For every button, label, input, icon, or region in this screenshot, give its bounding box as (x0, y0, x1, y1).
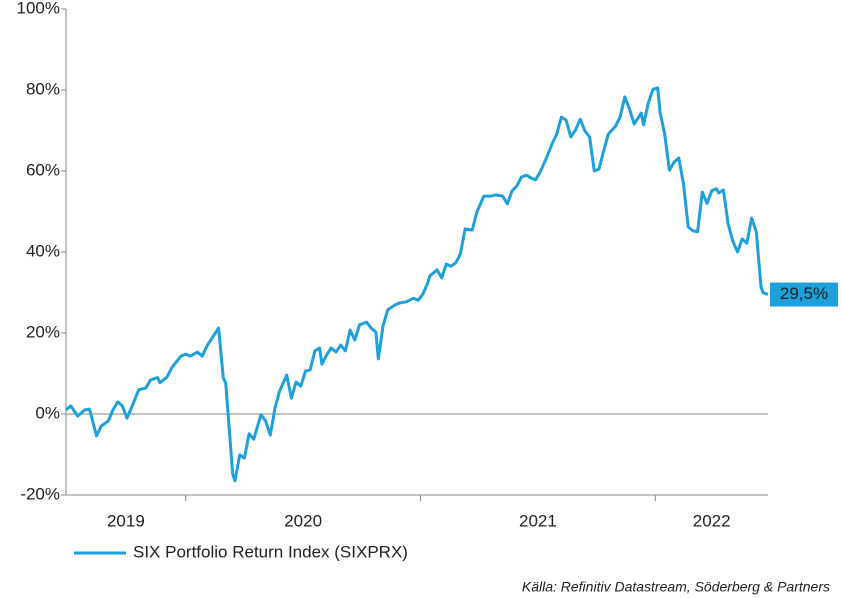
x-year-label: 2021 (519, 511, 557, 530)
y-tick-label: 20% (26, 322, 60, 341)
y-tick-label: -20% (20, 484, 60, 503)
source: Källa: Refinitiv Datastream, Söderberg &… (522, 579, 830, 595)
y-tick-label: 60% (26, 160, 60, 179)
x-year-label: 2020 (284, 511, 322, 530)
y-tick-label: 100% (17, 0, 60, 17)
x-year-label: 2022 (693, 511, 731, 530)
y-tick-label: 80% (26, 79, 60, 98)
series-line (65, 86, 769, 483)
y-tick-label: 40% (26, 241, 60, 260)
y-tick-label: 0% (35, 403, 60, 422)
x-year-label: 2019 (107, 511, 145, 530)
legend-label: SIX Portfolio Return Index (SIXPRX) (133, 542, 408, 561)
end-label: 29,5% (780, 284, 828, 303)
end-label-box (770, 282, 838, 307)
